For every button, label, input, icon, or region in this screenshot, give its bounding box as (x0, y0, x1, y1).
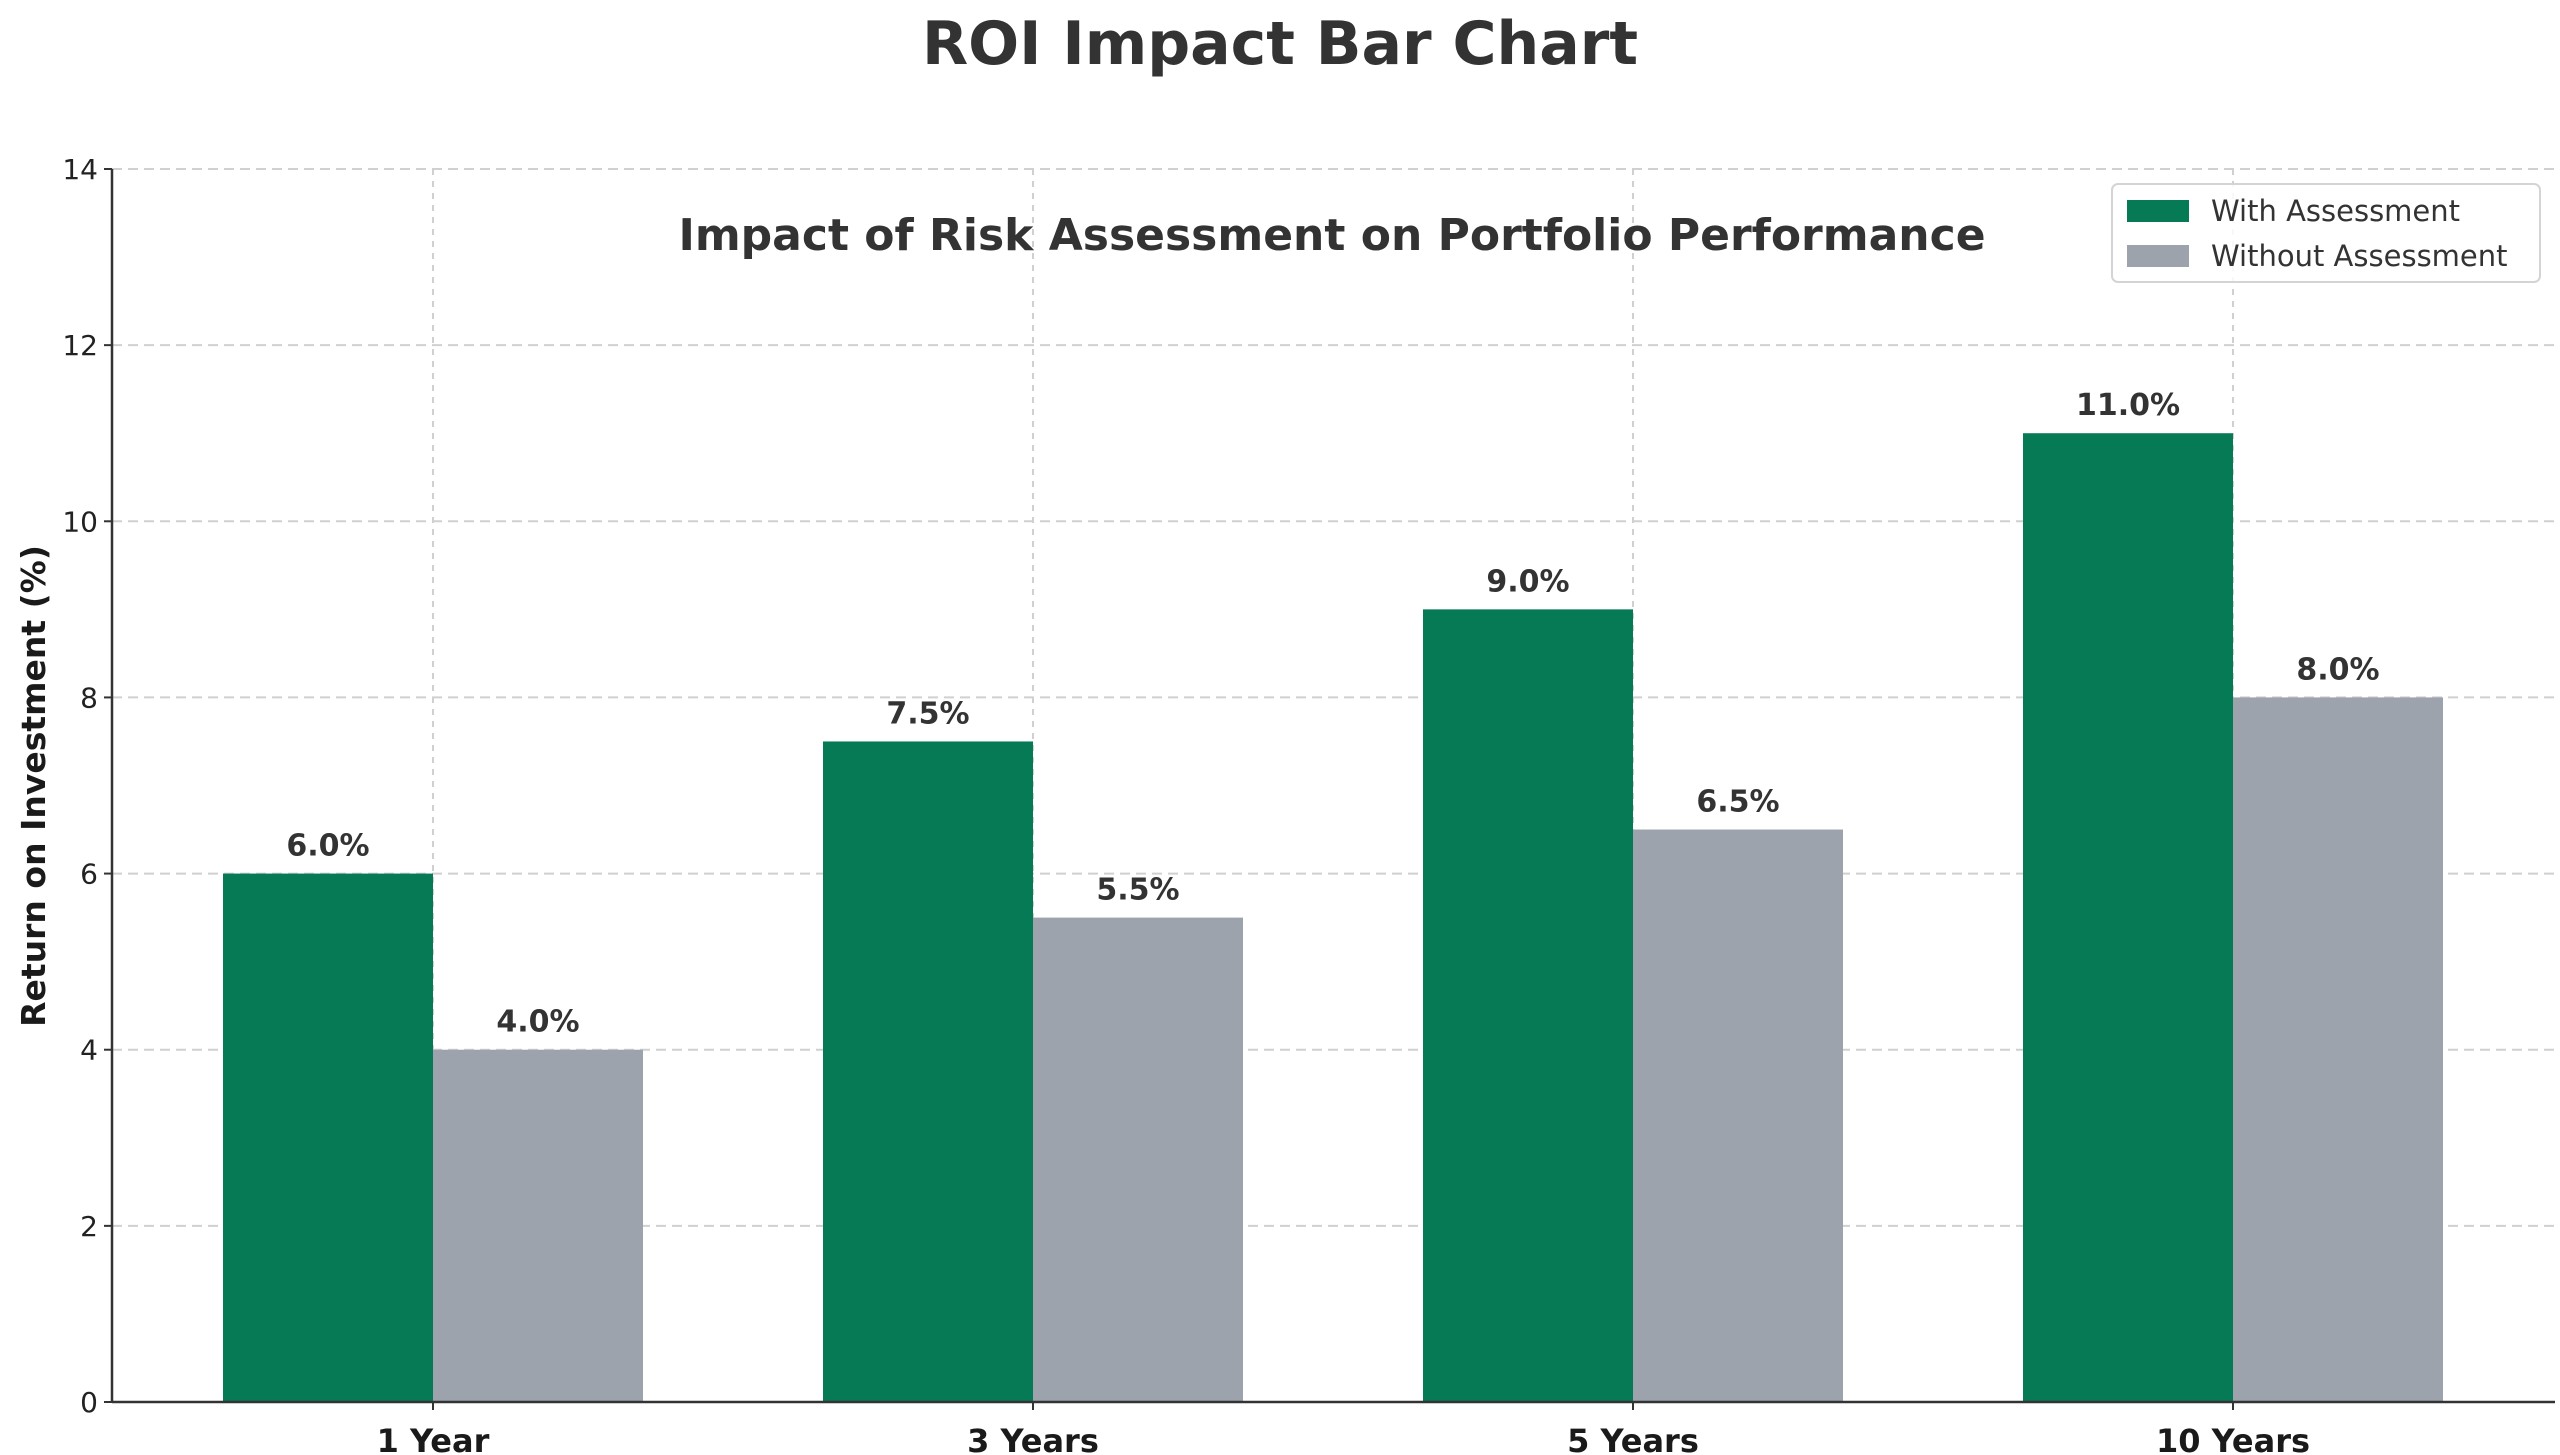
y-tick-label: 4 (80, 1034, 98, 1067)
chart-subtitle: Impact of Risk Assessment on Portfolio P… (678, 210, 1985, 261)
axes: 0 2 4 6 8 10 12 14 1 Year 3 Years 5 Years 10 Years (62, 153, 2555, 1455)
bar-value-label: 5.5% (1096, 873, 1179, 908)
legend: With Assessment Without Assessment (2111, 183, 2541, 283)
legend-label: With Assessment (2211, 194, 2460, 228)
bar-without-assessment (1633, 829, 1843, 1402)
bar-with-assessment (223, 873, 433, 1402)
y-axis-label: Return on Investment (%) (14, 545, 53, 1027)
x-tick-label: 3 Years (967, 1422, 1099, 1455)
bars: 6.0% 7.5% 9.0% 11.0% 4.0% 5.5% 6.5% 8.0% (223, 388, 2443, 1402)
x-tick-label: 10 Years (2156, 1422, 2310, 1455)
legend-box (2111, 183, 2541, 283)
y-tick-label: 14 (62, 153, 98, 186)
bar-with-assessment (823, 741, 1033, 1402)
bar-value-label: 7.5% (886, 696, 969, 731)
y-tick-label: 0 (80, 1386, 98, 1419)
x-tick-label: 1 Year (377, 1422, 490, 1455)
bar-value-label: 6.0% (286, 829, 369, 864)
bar-without-assessment (1033, 917, 1243, 1402)
chart-title: ROI Impact Bar Chart (922, 9, 1638, 79)
bar-value-label: 11.0% (2076, 388, 2180, 423)
y-tick-label: 6 (80, 858, 98, 891)
legend-swatch (2127, 200, 2189, 222)
bar-value-label: 6.5% (1696, 785, 1779, 820)
legend-label: Without Assessment (2211, 239, 2508, 273)
y-tick-label: 10 (62, 505, 98, 538)
bar-value-label: 4.0% (496, 1005, 579, 1040)
bar-without-assessment (433, 1049, 643, 1402)
x-tick-label: 5 Years (1567, 1422, 1699, 1455)
y-tick-label: 12 (62, 329, 98, 362)
bar-value-label: 8.0% (2296, 652, 2379, 687)
y-tick-label: 8 (80, 681, 98, 714)
bar-with-assessment (2023, 433, 2233, 1402)
bar-value-label: 9.0% (1486, 564, 1569, 599)
bar-without-assessment (2233, 697, 2443, 1402)
legend-swatch (2127, 245, 2189, 267)
y-tick-label: 2 (80, 1210, 98, 1243)
bar-with-assessment (1423, 609, 1633, 1402)
